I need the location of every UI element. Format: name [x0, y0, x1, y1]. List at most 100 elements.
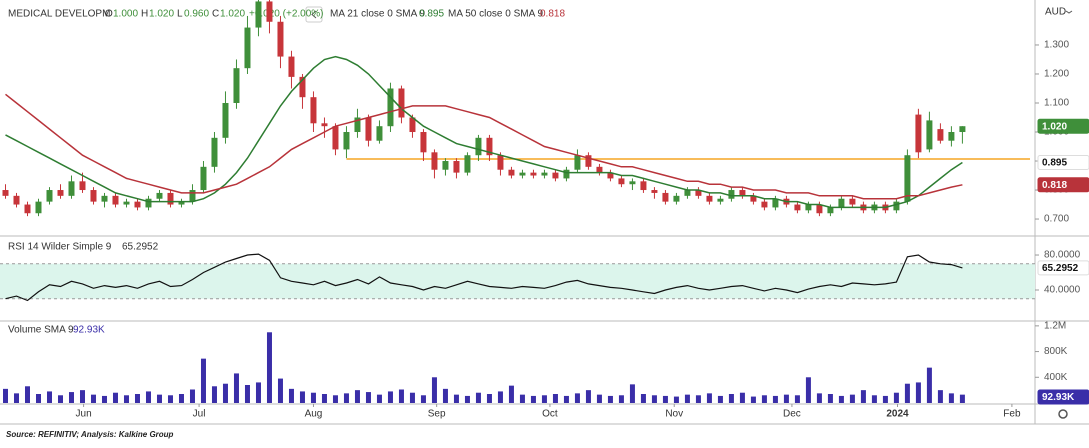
ohlc-label: H [141, 9, 148, 20]
candle-body [79, 181, 86, 191]
candle-body [189, 190, 196, 202]
candle-body [387, 88, 394, 127]
price-tag [1037, 177, 1089, 193]
candle-body [706, 195, 713, 202]
volume-bar [794, 395, 800, 403]
ohlc-value: 1.020 [149, 9, 174, 20]
volume-bar [739, 392, 745, 403]
legend-value: 0.818 [540, 9, 565, 20]
candle-body [442, 161, 449, 170]
candle-body [112, 195, 119, 205]
y-tick-label: 1.100 [1044, 98, 1069, 109]
y-tick-label: 1.2M [1044, 320, 1066, 331]
candle-body [519, 172, 526, 176]
volume-bar [112, 392, 118, 403]
candle-body [530, 172, 537, 176]
volume-bar [178, 394, 184, 403]
volume-bar [35, 394, 41, 403]
frame [0, 0, 1089, 425]
volume-bar [849, 394, 855, 403]
candle-body [244, 27, 251, 69]
volume-bar [585, 390, 591, 403]
candle-body [486, 137, 493, 156]
candle-body [508, 169, 515, 176]
ohlc-value: 1.020 [220, 9, 245, 20]
volume-bar [365, 392, 371, 403]
volume-bar [563, 395, 569, 403]
candle-body [178, 201, 185, 205]
x-tick-label: Oct [542, 409, 558, 420]
price-tag [1037, 389, 1089, 405]
volume-bar [90, 394, 96, 403]
rsi-line [5, 253, 963, 302]
candle-body [409, 117, 416, 133]
rsi-band [0, 263, 1035, 299]
candle-body [68, 181, 75, 196]
volume-bar [541, 395, 547, 403]
price-tag-label: 1.020 [1042, 121, 1067, 132]
x-tick-label: Sep [428, 409, 446, 420]
x-tick-label: Feb [1003, 409, 1021, 420]
candle-body [739, 190, 746, 196]
x-tick-label: 2024 [886, 409, 909, 420]
candle-body [211, 137, 218, 167]
volume-bar [167, 395, 173, 403]
candle-body [90, 190, 97, 202]
volume-bar [871, 395, 877, 403]
candle-body [684, 190, 691, 196]
x-tick-label: Dec [783, 409, 801, 420]
volume-bar [2, 388, 8, 403]
candle-body [288, 56, 295, 77]
legend-value: 65.2952 [122, 242, 159, 253]
candle-body [255, 1, 262, 28]
candle-body [728, 190, 735, 199]
volume-bar [552, 394, 558, 403]
volume-bar [398, 389, 404, 403]
volume-bar [156, 394, 162, 403]
price-tag-label: 0.895 [1042, 158, 1067, 169]
candle-body [398, 88, 405, 118]
volume-bar [211, 386, 217, 403]
volume-bar [728, 394, 734, 403]
volume-bar [134, 394, 140, 403]
candle-body [475, 137, 482, 156]
volume-bar [915, 382, 921, 403]
volume-bar [145, 391, 151, 403]
volume-bar [497, 391, 503, 403]
volume-bar [277, 378, 283, 403]
volume-bar [772, 395, 778, 403]
price-tag [1037, 118, 1089, 134]
volume-bar [486, 394, 492, 403]
candle-body [101, 195, 108, 202]
candle-body [365, 117, 372, 141]
volume-bar [79, 390, 85, 403]
candle-body [343, 132, 350, 150]
candle-body [200, 166, 207, 191]
volume-bar [464, 395, 470, 403]
volume-bar [937, 390, 943, 403]
volume-bar [222, 383, 228, 403]
y-tick-label: 1.200 [1044, 69, 1069, 80]
volume-bar [200, 358, 206, 403]
volume-bar [651, 395, 657, 403]
candle-body [57, 190, 64, 196]
x-tick-label: Jun [76, 409, 92, 420]
volume-bar [607, 395, 613, 403]
legend-label: MA 50 close 0 SMA 9 [448, 9, 543, 20]
candle-body [332, 126, 339, 150]
candle-body [959, 126, 966, 133]
volume-bar [805, 377, 811, 403]
y-tick-label: 800K [1044, 346, 1068, 357]
candle-body [24, 204, 31, 214]
volume-bar [24, 386, 30, 403]
y-tick-label: 400K [1044, 372, 1068, 383]
candle-body [497, 155, 504, 170]
candle-body [13, 195, 20, 205]
candle-body [937, 129, 944, 141]
volume-bar [816, 393, 822, 403]
volume-bar [948, 393, 954, 403]
candle-body [35, 201, 42, 214]
candle-body [838, 198, 845, 208]
price-tag-label: 0.818 [1042, 180, 1067, 191]
candle-body [948, 132, 955, 141]
